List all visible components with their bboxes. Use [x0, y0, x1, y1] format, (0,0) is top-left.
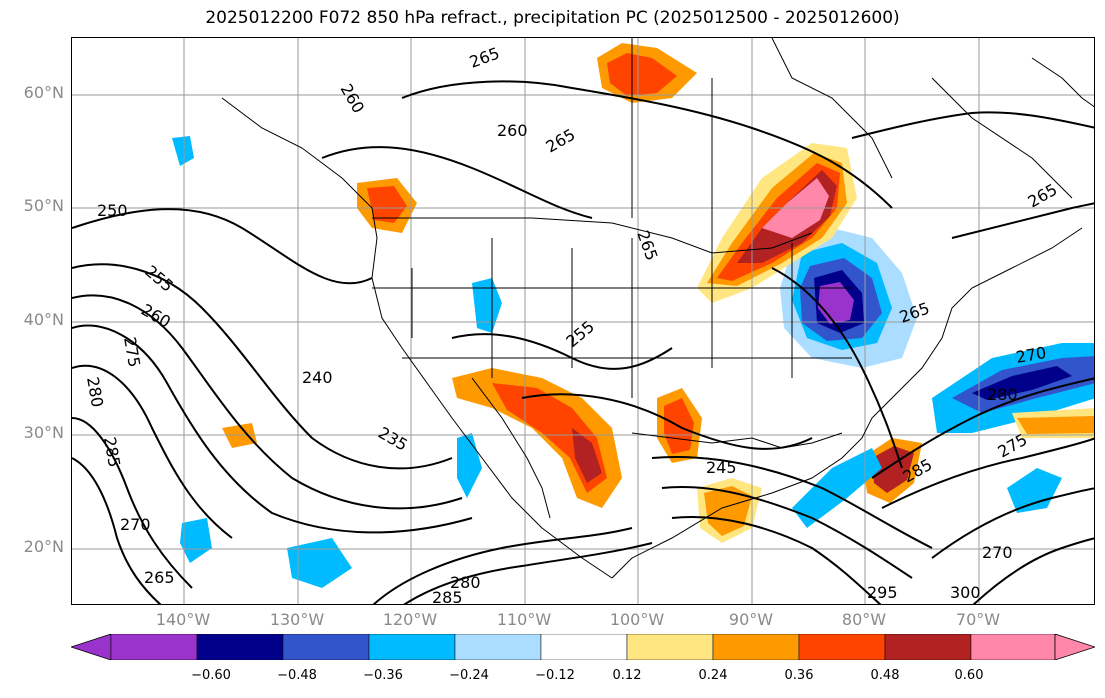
contour-label: 265	[633, 228, 661, 263]
colorbar-segment	[368, 634, 456, 660]
colorbar-tick: 0.36	[784, 668, 814, 683]
colorbar-segment	[282, 634, 370, 660]
colorbar-tick: 0.60	[954, 668, 984, 683]
lon-label-90w: 90°W	[728, 610, 774, 629]
contour-label: 280	[987, 385, 1018, 404]
colorbar-segment	[454, 634, 542, 660]
colorbar-tick: −0.60	[191, 668, 231, 683]
lon-label-110w: 110°W	[496, 610, 552, 629]
map-title: 2025012200 F072 850 hPa refract., precip…	[205, 8, 900, 28]
colorbar-extend-high	[1054, 634, 1095, 660]
colorbar-segment	[798, 634, 886, 660]
colorbar-segment	[196, 634, 284, 660]
contour-label: 235	[375, 423, 411, 455]
contour-label: 265	[543, 125, 579, 157]
coastlines	[221, 38, 1094, 579]
contour-label: 245	[706, 458, 737, 477]
map-canvas: 265 260 260 265 250 255 260 240 235 255 …	[72, 38, 1094, 605]
colorbar-segment	[884, 634, 972, 660]
contour-label: 240	[302, 368, 333, 387]
colorbar-segment	[540, 634, 628, 660]
lon-label-70w: 70°W	[955, 610, 1001, 629]
lon-label-130w: 130°W	[269, 610, 325, 629]
contour-label: 265	[144, 568, 175, 587]
contour-label: 260	[337, 81, 369, 117]
contour-label: 285	[100, 435, 124, 468]
lat-label-30: 30°N	[23, 423, 64, 442]
colorbar-extend-low	[71, 634, 112, 660]
contour-label: 295	[867, 583, 898, 602]
contour-label: 285	[432, 588, 463, 605]
contour-label: 260	[138, 300, 174, 332]
contour-label: 260	[497, 121, 528, 140]
lat-label-20: 20°N	[23, 537, 64, 556]
lon-label-100w: 100°W	[609, 610, 665, 629]
lon-label-120w: 120°W	[382, 610, 438, 629]
contour-label: 265	[467, 43, 502, 71]
colorbar-segment	[110, 634, 198, 660]
contour-label: 250	[97, 201, 128, 220]
lat-label-60: 60°N	[23, 83, 64, 102]
contour-label: 280	[450, 573, 481, 592]
colorbar-tick: 0.12	[612, 668, 642, 683]
colorbar-segment	[970, 634, 1056, 660]
colorbar-tick: −0.36	[363, 668, 403, 683]
colorbar-segment	[626, 634, 714, 660]
colorbar	[71, 634, 1095, 660]
lat-label-50: 50°N	[23, 196, 64, 215]
colorbar-tick: −0.48	[277, 668, 317, 683]
contour-label: 275	[120, 335, 144, 368]
contour-label: 300	[950, 583, 981, 602]
contour-label: 280	[83, 375, 107, 408]
map-panel: 265 260 260 265 250 255 260 240 235 255 …	[71, 37, 1095, 605]
lon-label-80w: 80°W	[841, 610, 887, 629]
precip-shading	[172, 43, 1094, 588]
contour-label: 255	[141, 262, 177, 296]
colorbar-tick: −0.24	[449, 668, 489, 683]
refractivity-contours	[72, 80, 1094, 604]
colorbar-tick: −0.12	[535, 668, 575, 683]
colorbar-tick: 0.48	[870, 668, 900, 683]
contour-label: 265	[1025, 180, 1061, 212]
contour-label: 270	[982, 543, 1013, 562]
lon-label-140w: 140°W	[155, 610, 211, 629]
contour-label: 270	[120, 515, 151, 534]
colorbar-segment	[712, 634, 800, 660]
colorbar-tick: 0.24	[698, 668, 728, 683]
lat-label-40: 40°N	[23, 310, 64, 329]
